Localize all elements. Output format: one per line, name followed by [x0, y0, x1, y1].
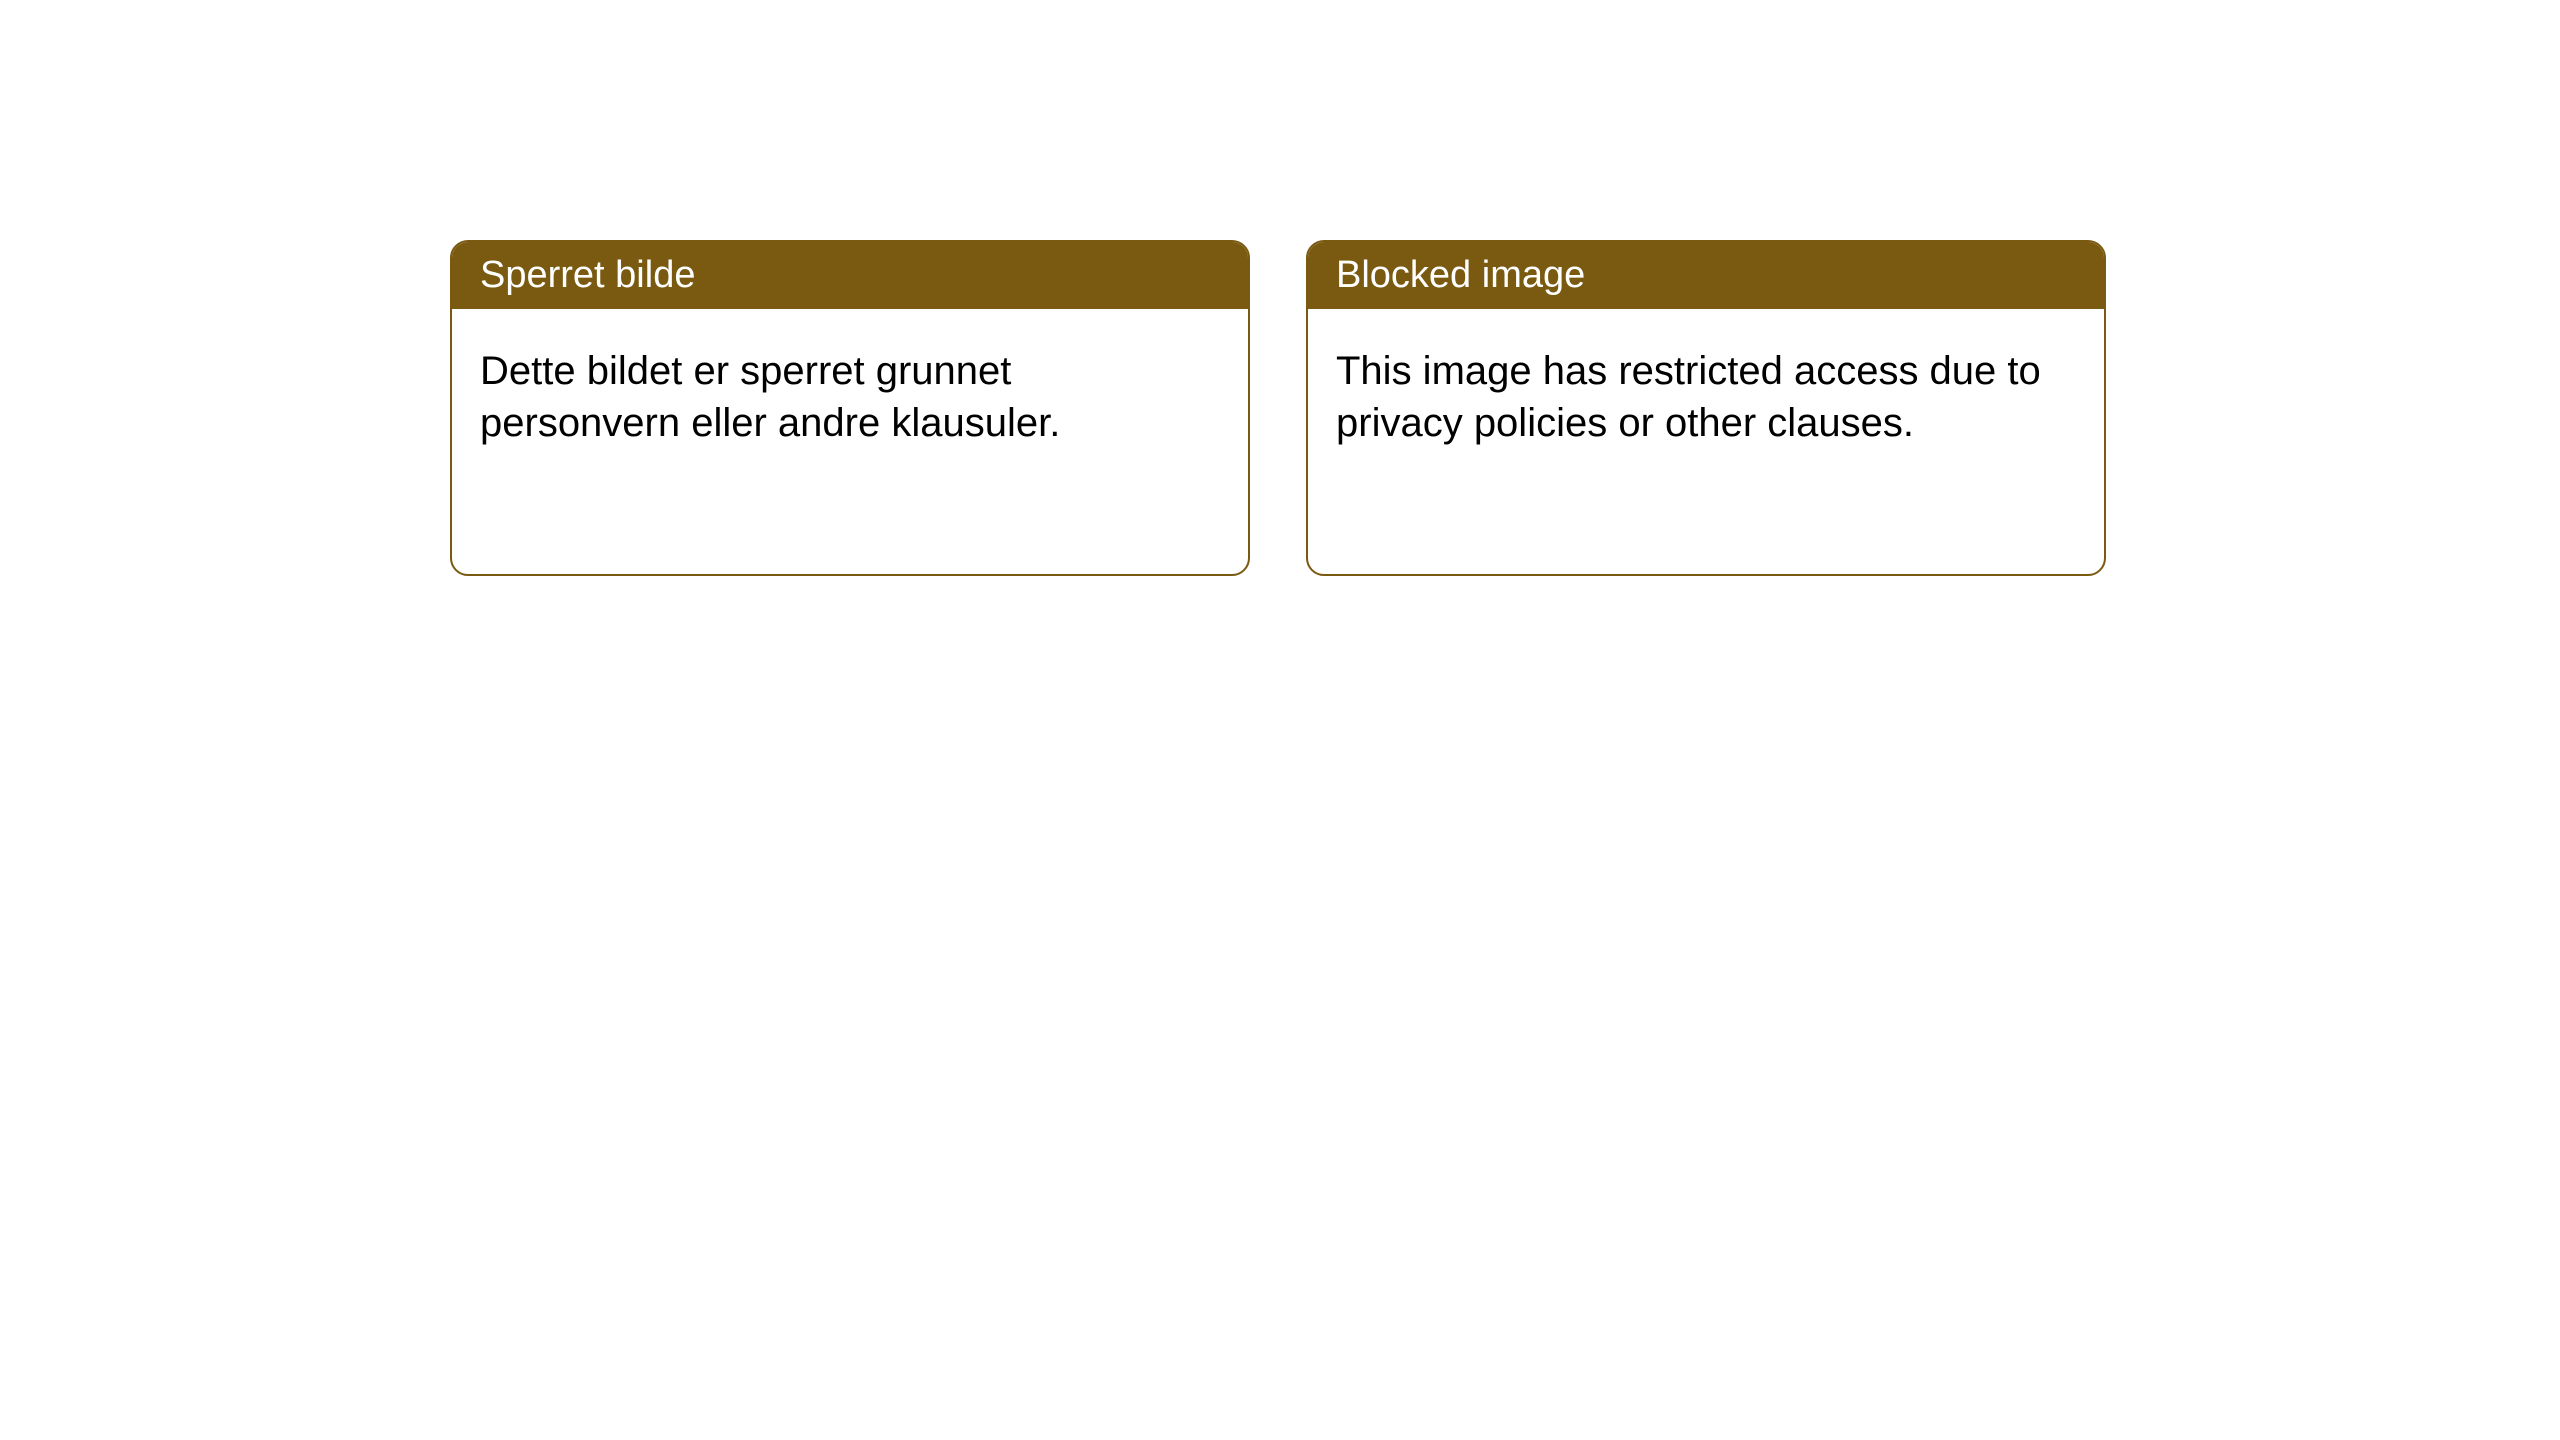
notice-container: Sperret bilde Dette bildet er sperret gr…	[0, 0, 2560, 576]
notice-body: This image has restricted access due to …	[1308, 309, 2104, 485]
notice-title: Sperret bilde	[452, 242, 1248, 309]
notice-card-english: Blocked image This image has restricted …	[1306, 240, 2106, 576]
notice-title: Blocked image	[1308, 242, 2104, 309]
notice-body: Dette bildet er sperret grunnet personve…	[452, 309, 1248, 485]
notice-card-norwegian: Sperret bilde Dette bildet er sperret gr…	[450, 240, 1250, 576]
